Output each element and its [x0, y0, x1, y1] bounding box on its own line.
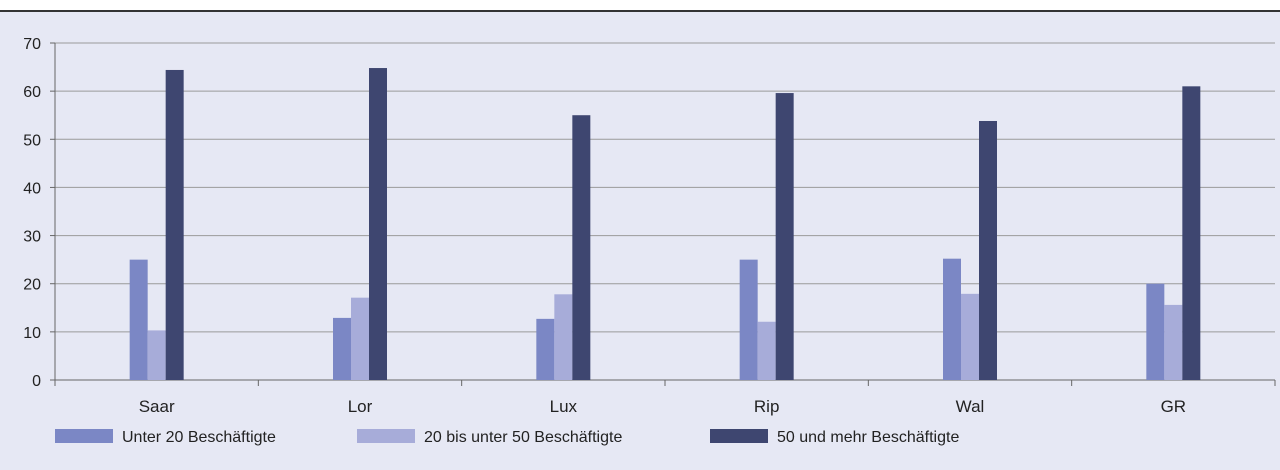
x-category-label: GR	[1161, 397, 1187, 416]
bar-saar-series-1	[129, 259, 148, 380]
bar-gr-series-1	[1146, 283, 1165, 380]
y-tick-label: 20	[23, 277, 41, 294]
chart-background	[0, 12, 1280, 470]
bar-lux-series-2	[554, 294, 573, 380]
y-tick-label: 70	[23, 36, 41, 53]
bar-rip-series-1	[739, 259, 758, 380]
bar-gr-series-3	[1182, 86, 1201, 380]
bar-wal-series-1	[943, 258, 961, 380]
x-category-label: Saar	[139, 397, 175, 416]
bar-lux-series-3	[572, 115, 591, 380]
x-category-label: Wal	[956, 397, 985, 416]
legend-swatch	[357, 429, 415, 443]
legend-swatch	[55, 429, 113, 443]
bar-lux-series-1	[536, 318, 555, 380]
x-category-label: Rip	[754, 397, 780, 416]
y-tick-label: 10	[23, 325, 41, 342]
x-category-label: Lux	[550, 397, 578, 416]
legend-label: 50 und mehr Beschäftigte	[777, 429, 959, 446]
bar-wal-series-2	[961, 293, 979, 380]
bar-lor-series-1	[333, 317, 351, 380]
bar-wal-series-3	[979, 120, 997, 381]
y-tick-label: 50	[23, 132, 41, 149]
bar-lor-series-2	[351, 297, 369, 380]
top-rule	[0, 10, 1280, 12]
x-category-label: Lor	[348, 397, 373, 416]
bar-lor-series-3	[369, 68, 387, 380]
legend-label: 20 bis unter 50 Beschäftigte	[424, 429, 622, 446]
bar-rip-series-2	[757, 321, 776, 380]
bar-rip-series-3	[775, 93, 794, 380]
y-tick-label: 60	[23, 84, 41, 101]
bar-saar-series-2	[147, 330, 166, 380]
bar-gr-series-2	[1164, 304, 1183, 380]
legend-swatch	[710, 429, 768, 443]
legend-label: Unter 20 Beschäftigte	[122, 429, 276, 446]
y-tick-label: 30	[23, 229, 41, 246]
bar-saar-series-3	[165, 69, 184, 381]
y-tick-label: 40	[23, 180, 41, 197]
y-tick-label: 0	[32, 373, 41, 390]
